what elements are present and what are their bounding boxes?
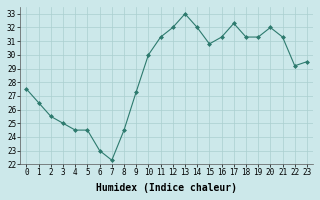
X-axis label: Humidex (Indice chaleur): Humidex (Indice chaleur): [96, 183, 237, 193]
